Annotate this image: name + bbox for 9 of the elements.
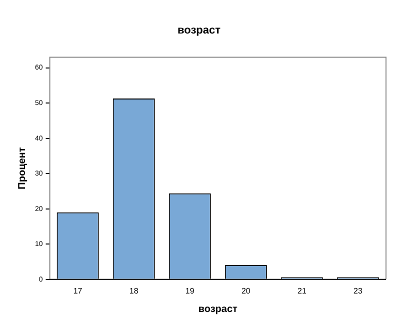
chart-title: возраст — [177, 24, 222, 37]
x-tick-label: 19 — [185, 286, 195, 296]
x-tick-label: 20 — [241, 286, 251, 296]
x-tick-label: 21 — [297, 286, 307, 296]
x-tick-label: 18 — [129, 286, 139, 296]
x-tick-label: 23 — [354, 286, 363, 296]
y-axis-title: Процент — [16, 147, 28, 190]
x-axis-title: возраст — [198, 304, 238, 315]
x-tick-label: 17 — [73, 286, 83, 296]
